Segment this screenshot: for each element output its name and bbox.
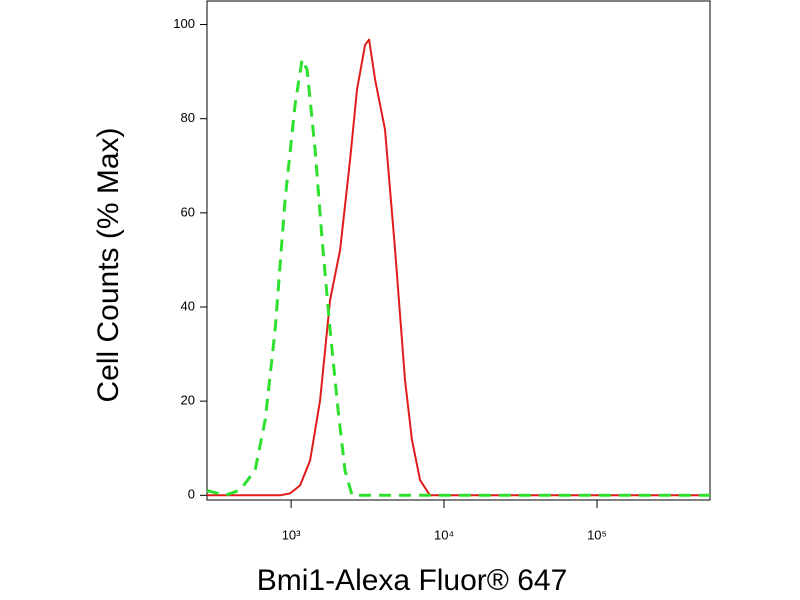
y-tick-label: 20 bbox=[181, 393, 195, 408]
series-line bbox=[207, 38, 710, 497]
y-tick-label: 40 bbox=[181, 298, 195, 313]
x-axis-label: Bmi1-Alexa Fluor® 647 bbox=[257, 564, 568, 597]
y-tick-label: 0 bbox=[188, 487, 195, 502]
x-tick-label: 10⁴ bbox=[434, 527, 454, 542]
y-tick-label: 100 bbox=[173, 16, 195, 31]
y-tick-label: 80 bbox=[181, 110, 195, 125]
y-tick-label: 60 bbox=[181, 204, 195, 219]
series-line bbox=[206, 57, 710, 497]
y-axis-label: Cell Counts (% Max) bbox=[92, 127, 125, 402]
x-tick-label: 10⁵ bbox=[587, 527, 607, 542]
plot-frame bbox=[206, 0, 711, 501]
x-tick-label: 10³ bbox=[282, 527, 301, 542]
